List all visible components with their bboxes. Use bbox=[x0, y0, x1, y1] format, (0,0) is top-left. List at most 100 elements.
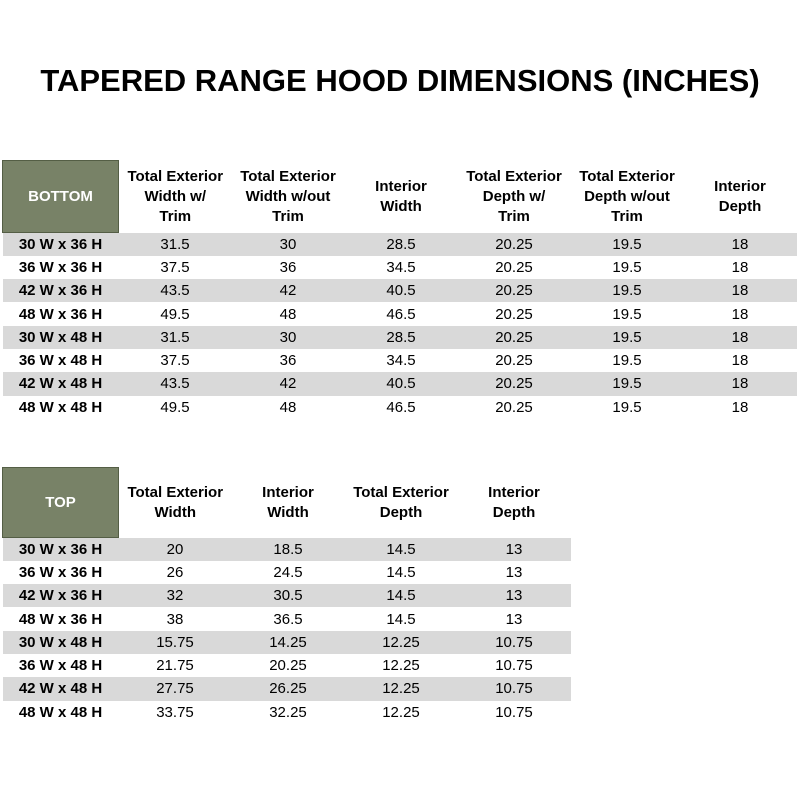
dimension-cell: 32.25 bbox=[269, 703, 307, 721]
dimension-cell: 38 bbox=[166, 610, 184, 628]
dimension-cell: 19.5 bbox=[612, 375, 642, 393]
table-row: 48 W x 36 H 38 36.5 14.5 13 bbox=[3, 607, 571, 630]
dimension-cell: 30 bbox=[279, 328, 297, 346]
dimension-cell: 49.5 bbox=[160, 305, 190, 323]
dimension-cell: 13 bbox=[505, 540, 523, 558]
dimension-cell: 30.5 bbox=[273, 587, 303, 605]
dimension-cell: 12.25 bbox=[382, 680, 420, 698]
row-label: 42 W x 36 H bbox=[18, 587, 103, 605]
dimension-cell: 20.25 bbox=[495, 258, 533, 276]
row-label: 42 W x 48 H bbox=[18, 680, 103, 698]
dimension-cell: 19.5 bbox=[612, 328, 642, 346]
table-row: 48 W x 36 H 49.5 48 46.5 20.25 19.5 18 bbox=[3, 302, 797, 325]
dimension-cell: 20 bbox=[166, 540, 184, 558]
table-row: 48 W x 48 H 49.5 48 46.5 20.25 19.5 18 bbox=[3, 396, 797, 419]
dimension-cell: 40.5 bbox=[386, 375, 416, 393]
column-header: Interior Width bbox=[231, 467, 345, 538]
dimension-cell: 12.25 bbox=[382, 633, 420, 651]
dimension-cell: 28.5 bbox=[386, 235, 416, 253]
dimension-cell: 20.25 bbox=[495, 305, 533, 323]
row-label: 48 W x 36 H bbox=[18, 305, 103, 323]
table-row: 42 W x 36 H 32 30.5 14.5 13 bbox=[2, 584, 571, 608]
row-label: 42 W x 36 H bbox=[18, 282, 103, 300]
dimension-cell: 15.75 bbox=[156, 633, 194, 651]
dimension-cell: 37.5 bbox=[160, 258, 190, 276]
table-row: 30 W x 36 H 31.5 30 28.5 20.25 19.5 18 bbox=[2, 232, 797, 256]
dimension-cell: 49.5 bbox=[160, 398, 190, 416]
table-row: 42 W x 48 H 27.75 26.25 12.25 10.75 bbox=[2, 677, 571, 701]
column-header: Interior Depth bbox=[683, 160, 797, 233]
top-dimensions-table: TOP Total Exterior Width Interior Width Tot… bbox=[2, 467, 571, 724]
row-label: 48 W x 48 H bbox=[18, 398, 103, 416]
dimension-cell: 14.5 bbox=[386, 610, 416, 628]
dimension-cell: 31.5 bbox=[160, 235, 190, 253]
dimension-cell: 36.5 bbox=[273, 610, 303, 628]
column-header: Total Exterior Width bbox=[118, 467, 232, 538]
row-label: 48 W x 36 H bbox=[18, 610, 103, 628]
table-row: 42 W x 48 H 43.5 42 40.5 20.25 19.5 18 bbox=[2, 372, 797, 396]
dimension-cell: 37.5 bbox=[160, 352, 190, 370]
dimension-cell: 32 bbox=[166, 587, 184, 605]
dimension-cell: 18 bbox=[731, 282, 749, 300]
table-row: 42 W x 36 H 43.5 42 40.5 20.25 19.5 18 bbox=[2, 279, 797, 303]
column-header: Total Exterior Width w/ Trim bbox=[118, 160, 232, 233]
dimension-cell: 19.5 bbox=[612, 305, 642, 323]
column-header: Total Exterior Width w/out Trim bbox=[231, 160, 345, 233]
row-label: 36 W x 36 H bbox=[18, 258, 103, 276]
dimension-cell: 34.5 bbox=[386, 352, 416, 370]
dimension-cell: 20.25 bbox=[269, 657, 307, 675]
dimension-cell: 10.75 bbox=[495, 657, 533, 675]
dimension-cell: 24.5 bbox=[273, 563, 303, 581]
dimension-cell: 20.25 bbox=[495, 398, 533, 416]
dimension-cell: 36 bbox=[279, 258, 297, 276]
dimension-cell: 43.5 bbox=[160, 375, 190, 393]
column-header: Total Exterior Depth w/ Trim bbox=[457, 160, 571, 233]
row-label: 30 W x 36 H bbox=[18, 540, 103, 558]
dimension-cell: 48 bbox=[279, 398, 297, 416]
dimension-cell: 20.25 bbox=[495, 352, 533, 370]
dimension-cell: 10.75 bbox=[495, 633, 533, 651]
row-label: 30 W x 48 H bbox=[18, 633, 103, 651]
dimension-cell: 21.75 bbox=[156, 657, 194, 675]
dimension-cell: 14.5 bbox=[386, 563, 416, 581]
column-header: Interior Depth bbox=[457, 467, 571, 538]
dimension-cell: 20.25 bbox=[495, 235, 533, 253]
dimension-cell: 13 bbox=[505, 563, 523, 581]
dimension-cell: 12.25 bbox=[382, 657, 420, 675]
section-label-top: TOP bbox=[2, 467, 119, 538]
section-label-bottom: BOTTOM bbox=[2, 160, 119, 233]
table-row: 48 W x 48 H 33.75 32.25 12.25 10.75 bbox=[3, 701, 571, 724]
dimension-cell: 48 bbox=[279, 305, 297, 323]
row-label: 48 W x 48 H bbox=[18, 703, 103, 721]
column-header: Interior Width bbox=[344, 160, 458, 233]
dimension-cell: 28.5 bbox=[386, 328, 416, 346]
dimension-cell: 18 bbox=[731, 235, 749, 253]
dimension-cell: 26.25 bbox=[269, 680, 307, 698]
dimension-cell: 19.5 bbox=[612, 235, 642, 253]
dimension-cell: 18 bbox=[731, 305, 749, 323]
dimension-cell: 27.75 bbox=[156, 680, 194, 698]
dimension-cell: 18 bbox=[731, 258, 749, 276]
dimension-cell: 20.25 bbox=[495, 328, 533, 346]
dimension-cell: 19.5 bbox=[612, 282, 642, 300]
dimension-cell: 40.5 bbox=[386, 282, 416, 300]
dimension-cell: 19.5 bbox=[612, 258, 642, 276]
dimension-cell: 10.75 bbox=[495, 680, 533, 698]
table-row: 36 W x 36 H 26 24.5 14.5 13 bbox=[3, 561, 571, 584]
row-label: 36 W x 48 H bbox=[18, 352, 103, 370]
dimension-cell: 30 bbox=[279, 235, 297, 253]
dimension-cell: 42 bbox=[279, 282, 297, 300]
dimension-cell: 14.5 bbox=[386, 540, 416, 558]
table-row: 30 W x 36 H 20 18.5 14.5 13 bbox=[2, 537, 571, 561]
dimension-cell: 26 bbox=[166, 563, 184, 581]
dimension-cell: 46.5 bbox=[386, 398, 416, 416]
bottom-dimensions-table: BOTTOM Total Exterior Width w/ Trim Total … bbox=[2, 160, 797, 419]
dimension-cell: 19.5 bbox=[612, 352, 642, 370]
row-label: 36 W x 36 H bbox=[18, 563, 103, 581]
column-header: Total Exterior Depth w/out Trim bbox=[570, 160, 684, 233]
dimension-cell: 18.5 bbox=[273, 540, 303, 558]
dimension-cell: 36 bbox=[279, 352, 297, 370]
dimension-cell: 18 bbox=[731, 328, 749, 346]
table-row: 30 W x 48 H 15.75 14.25 12.25 10.75 bbox=[2, 630, 571, 654]
